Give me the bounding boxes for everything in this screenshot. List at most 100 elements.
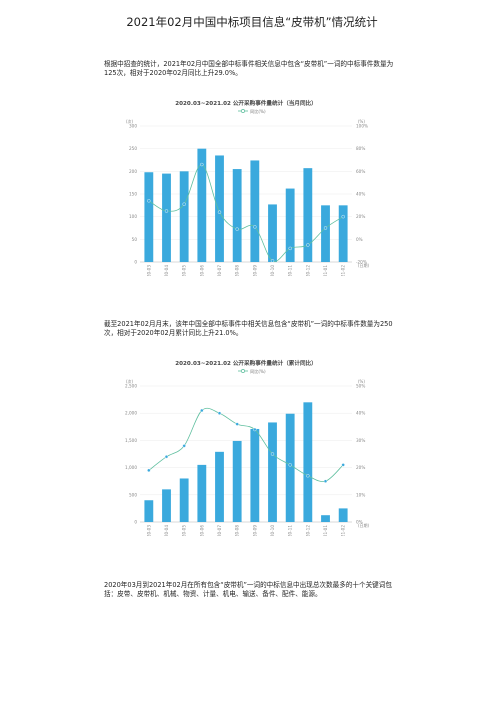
yaxis-left-tick: 300 [129,124,137,129]
line-point [217,411,222,415]
xaxis-tick: 2020-05 [182,265,187,276]
bar [285,188,295,262]
xaxis-tick: 2021-02 [341,525,346,536]
line-point [164,455,169,459]
bar [144,500,154,522]
yaxis-left-tick: 0 [134,520,137,525]
bar [250,160,260,262]
xaxis-tick: 2020-09 [252,265,257,276]
bar [303,168,313,262]
xaxis-tick: 2020-07 [217,265,222,276]
yaxis-left-tick: 150 [129,192,137,197]
line-point [306,474,310,478]
line-point [235,227,239,231]
bar [179,478,189,522]
yaxis-left-tick: 1,500 [125,438,137,443]
xaxis-tick: 2020-03 [146,265,151,276]
chart-title: 2020.03~2021.02 公开采购事件量统计（当月同比） [175,99,317,107]
yaxis-right-tick: 0% [356,237,363,242]
legend-marker-icon [241,369,245,373]
line-point [270,259,275,263]
line-point [182,444,186,448]
bar [303,402,313,522]
xaxis-tick: 2020-04 [164,265,169,276]
bar [162,489,171,522]
bar [197,148,207,262]
yaxis-right-tick: 80% [356,146,365,151]
line-point [253,427,257,432]
xaxis-tick: 2020-10 [270,525,275,536]
line-point [323,479,328,483]
bar [268,204,277,262]
bar [144,172,154,262]
chart-monthly: 2020.03~2021.02 公开采购事件量统计（当月同比） 同比(%) (次) (… [112,98,380,283]
bar [162,173,171,262]
xaxis-tick: 2020-06 [199,265,204,276]
line-point [182,202,186,206]
yaxis-right-unit: (%) [358,379,365,384]
yaxis-right-tick: 0% [356,520,363,525]
yaxis-left-tick: 1,000 [125,465,137,470]
chart-monthly-svg: 2020.03~2021.02 公开采购事件量统计（当月同比）同比(%) (次) (… [126,99,370,283]
xaxis-tick: 2020-12 [305,525,310,536]
bar [321,205,330,262]
xaxis-tick: 2020-07 [217,525,222,536]
yaxis-left-tick: 200 [129,169,137,174]
chart-title: 2020.03~2021.02 公开采购事件量统计（累计同比） [175,359,317,367]
line-point [217,210,222,214]
yaxis-left-tick: 50 [132,237,138,242]
yaxis-right-tick: 30% [356,438,365,443]
series-line [148,164,344,262]
xaxis-tick: 2020-08 [235,525,240,536]
series-line [148,407,344,482]
xaxis-tick: 2020-09 [252,525,257,536]
yaxis-left-tick: 100 [129,214,137,219]
xaxis-tick: 2020-04 [164,525,169,536]
line-point [270,452,275,456]
yaxis-left-tick: 2,000 [125,411,137,416]
xaxis-tick: 2021-01 [323,265,328,276]
xaxis-tick: 2020-06 [199,525,204,536]
line-point [164,209,169,213]
line-point [323,226,328,230]
yaxis-right-tick: 20% [356,465,365,470]
line-point [306,243,310,247]
bar [250,428,260,522]
line-point [253,225,257,229]
xaxis-tick: 2020-03 [146,525,151,536]
legend-label: 同比(%) [250,368,266,375]
bar [338,205,348,262]
paragraph-keywords: 2020年03月到2021年02月在所有包含“皮带机”一词的中标信息中出现总次数… [104,581,392,599]
chart-cumulative: 2020.03~2021.02 公开采购事件量统计（累计同比） 同比(%) (次) (… [112,358,380,543]
line-point [341,463,345,467]
xaxis-tick: 2020-11 [288,265,293,276]
paragraph-intro: 根据中招查的统计，2021年02月中国全部中标事件相关信息中包含“皮带机”一词的… [104,60,394,78]
xaxis-tick: 2020-08 [235,265,240,276]
yaxis-right-tick: 40% [356,192,365,197]
xaxis-tick: 2021-02 [341,265,346,276]
xaxis-unit: (日期) [358,522,370,528]
bar [215,451,224,522]
xaxis-tick: 2020-11 [288,525,293,536]
chart-cumulative-svg: 2020.03~2021.02 公开采购事件量统计（累计同比）同比(%) (次) (… [125,359,370,543]
yaxis-right-tick: 100% [356,124,368,129]
bar [197,464,207,522]
line-point [288,246,292,251]
yaxis-right-tick: 20% [356,214,365,219]
bar [232,169,242,262]
yaxis-right-tick: 10% [356,492,365,497]
xaxis-tick: 2020-12 [305,265,310,276]
yaxis-right-tick: 50% [356,384,365,389]
xaxis-unit: (日期) [358,262,370,268]
bar [215,155,224,262]
yaxis-left-unit: (次) [126,378,134,384]
bar [321,515,330,522]
yaxis-right-unit: (%) [358,119,365,124]
legend-label: 同比(%) [250,108,266,115]
line-point [200,408,204,413]
line-point [200,162,204,167]
yaxis-right-tick: 60% [356,169,365,174]
bar [232,440,242,522]
line-point [341,214,345,219]
yaxis-left-tick: 500 [129,492,137,497]
